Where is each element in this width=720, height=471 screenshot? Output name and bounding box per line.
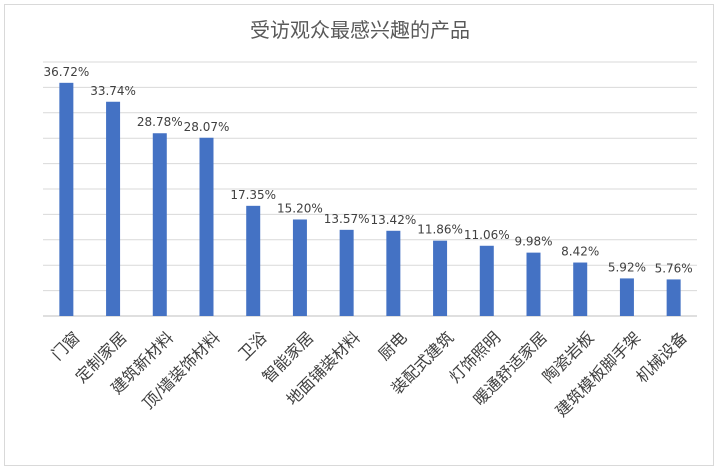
data-label-3: 28.78% [137, 115, 183, 129]
data-label-9: 11.86% [417, 223, 463, 237]
bar-3 [152, 133, 167, 316]
bar-14 [666, 279, 681, 316]
bar-2 [106, 101, 121, 316]
bar-10 [479, 245, 494, 316]
bar-11 [526, 252, 541, 316]
data-label-6: 15.20% [277, 201, 323, 215]
bar-12 [573, 262, 588, 316]
data-label-10: 11.06% [464, 228, 510, 242]
bar-1 [59, 82, 74, 316]
data-label-11: 9.98% [514, 235, 552, 249]
bar-4 [199, 137, 214, 316]
data-label-5: 17.35% [230, 188, 276, 202]
data-label-14: 5.76% [655, 261, 693, 275]
bar-9 [433, 240, 448, 316]
bar-6 [292, 219, 307, 316]
data-label-1: 36.72% [43, 65, 89, 79]
bar-13 [619, 278, 634, 316]
data-label-4: 28.07% [184, 120, 230, 134]
x-tick-label-1: 门窗 [48, 328, 84, 364]
x-tick-label-14: 机械设备 [632, 328, 691, 387]
x-tick-label-13: 建筑模板脚手架 [552, 328, 645, 421]
data-label-12: 8.42% [561, 245, 599, 259]
data-label-2: 33.74% [90, 84, 136, 98]
data-label-8: 13.42% [370, 213, 416, 227]
chart-frame [4, 4, 714, 466]
bar-7 [339, 229, 354, 316]
x-tick-label-5: 卫浴 [234, 328, 270, 364]
data-label-13: 5.92% [608, 260, 646, 274]
x-tick-label-8: 厨电 [375, 328, 411, 364]
bar-5 [246, 205, 261, 316]
bar-8 [386, 230, 401, 316]
chart-title: 受访观众最感兴趣的产品 [250, 18, 470, 42]
data-label-7: 13.57% [324, 212, 370, 226]
